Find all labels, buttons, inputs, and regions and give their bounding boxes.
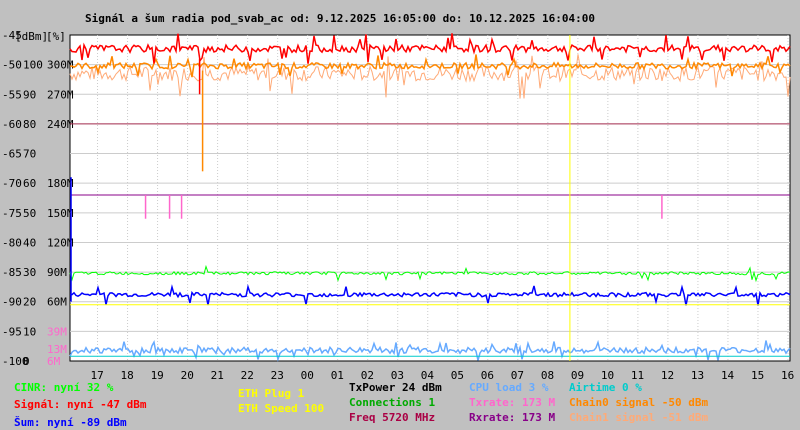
chart-svg: -45-50-55-60-65-70-75-80-85-90-95-100100… xyxy=(2,29,794,380)
y-tick-rate: 180M xyxy=(47,177,74,190)
y-tick-percent: 20 xyxy=(23,296,36,309)
legend-rxrate: Rxrate: 173 M xyxy=(469,411,556,424)
series-noise xyxy=(70,283,791,306)
x-tick: 16 xyxy=(781,369,794,380)
y-tick-dbm: -65 xyxy=(2,148,22,161)
y-tick-rate: 90M xyxy=(47,266,67,279)
series-chain1 xyxy=(69,54,791,99)
x-tick: 14 xyxy=(721,369,735,380)
y-tick-percent: 0 xyxy=(23,355,30,368)
y-tick-percent: 30 xyxy=(23,266,36,279)
y-tick-dbm: -100 xyxy=(2,355,29,368)
legend-eth-plug: ETH Plug 1 xyxy=(238,387,305,400)
x-tick: 21 xyxy=(211,369,224,380)
x-tick: 20 xyxy=(181,369,194,380)
y-tick-rate: 300M xyxy=(47,59,74,72)
x-tick: 15 xyxy=(751,369,764,380)
y-tick-rate: 39M xyxy=(47,325,67,338)
legend-txpower: TxPower 24 dBm xyxy=(349,381,442,394)
x-tick: 17 xyxy=(91,369,104,380)
y-tick-dbm: -45 xyxy=(2,29,22,42)
legend-cpu: CPU load 3 % xyxy=(469,381,549,394)
chart-title: Signál a šum radia pod_svab_ac od: 9.12.… xyxy=(85,12,595,25)
x-tick: 08 xyxy=(541,369,554,380)
series-chain0 xyxy=(69,54,791,78)
series-cinr xyxy=(69,264,791,283)
y-tick-percent: 90 xyxy=(23,88,36,101)
x-tick: 22 xyxy=(241,369,254,380)
y-tick-percent: 40 xyxy=(23,236,36,249)
y-tick-percent: 70 xyxy=(23,148,36,161)
x-tick: 13 xyxy=(691,369,704,380)
y-unit-percent: [%] xyxy=(46,30,66,43)
y-tick-dbm: -60 xyxy=(2,118,22,131)
y-tick-rate: 270M xyxy=(47,88,74,101)
legend-signal: Signál: nyní -47 dBm xyxy=(14,398,147,411)
y-tick-rate: 150M xyxy=(47,207,74,220)
legend-airtime: Airtime 0 % xyxy=(569,381,642,394)
y-tick-dbm: -75 xyxy=(2,207,22,220)
y-tick-dbm: -70 xyxy=(2,177,22,190)
x-tick: 09 xyxy=(571,369,584,380)
legend-txrate: Txrate: 173 M xyxy=(469,396,556,409)
legend-noise: Šum: nyní -89 dBm xyxy=(14,416,127,429)
x-tick: 10 xyxy=(601,369,614,380)
y-tick-percent: 50 xyxy=(23,207,36,220)
y-tick-dbm: -80 xyxy=(2,236,22,249)
y-tick-dbm: -95 xyxy=(2,325,22,338)
y-tick-rate: 60M xyxy=(47,296,67,309)
y-tick-rate: 240M xyxy=(47,118,74,131)
y-tick-percent: 100 xyxy=(23,59,43,72)
x-tick: 03 xyxy=(391,369,404,380)
x-tick: 05 xyxy=(451,369,464,380)
y-tick-dbm: -55 xyxy=(2,88,22,101)
x-tick: 18 xyxy=(121,369,134,380)
y-tick-percent: 80 xyxy=(23,118,36,131)
plot-area xyxy=(69,34,791,362)
y-tick-dbm: -90 xyxy=(2,296,22,309)
legend-connections: Connections 1 xyxy=(349,396,436,409)
x-tick: 23 xyxy=(271,369,284,380)
x-tick: 11 xyxy=(631,369,644,380)
x-tick: 01 xyxy=(331,369,344,380)
y-tick-dbm: -50 xyxy=(2,59,22,72)
legend-chain1: Chain1 signal -51 dBm xyxy=(569,411,709,424)
x-tick: 04 xyxy=(421,369,435,380)
series-cpu xyxy=(69,339,791,362)
x-tick: 12 xyxy=(661,369,674,380)
y-tick-percent: 10 xyxy=(23,325,36,338)
series-signal xyxy=(69,33,791,64)
y-tick-percent: 60 xyxy=(23,177,36,190)
legend-chain0: Chain0 signal -50 dBm xyxy=(569,396,709,409)
y-tick-rate: 120M xyxy=(47,236,74,249)
legend-eth-speed: ETH Speed 100 xyxy=(238,402,325,415)
y-unit-dbm: [dBm] xyxy=(15,30,48,43)
x-tick: 07 xyxy=(511,369,524,380)
x-tick: 02 xyxy=(361,369,374,380)
y-tick-rate: 6M xyxy=(47,355,61,368)
legend-freq: Freq 5720 MHz xyxy=(349,411,436,424)
y-tick-dbm: -85 xyxy=(2,266,22,279)
x-tick: 00 xyxy=(301,369,314,380)
legend-cinr: CINR: nyní 32 % xyxy=(14,381,114,394)
x-tick: 06 xyxy=(481,369,494,380)
y-tick-rate: 13M xyxy=(47,343,67,356)
x-tick: 19 xyxy=(151,369,164,380)
